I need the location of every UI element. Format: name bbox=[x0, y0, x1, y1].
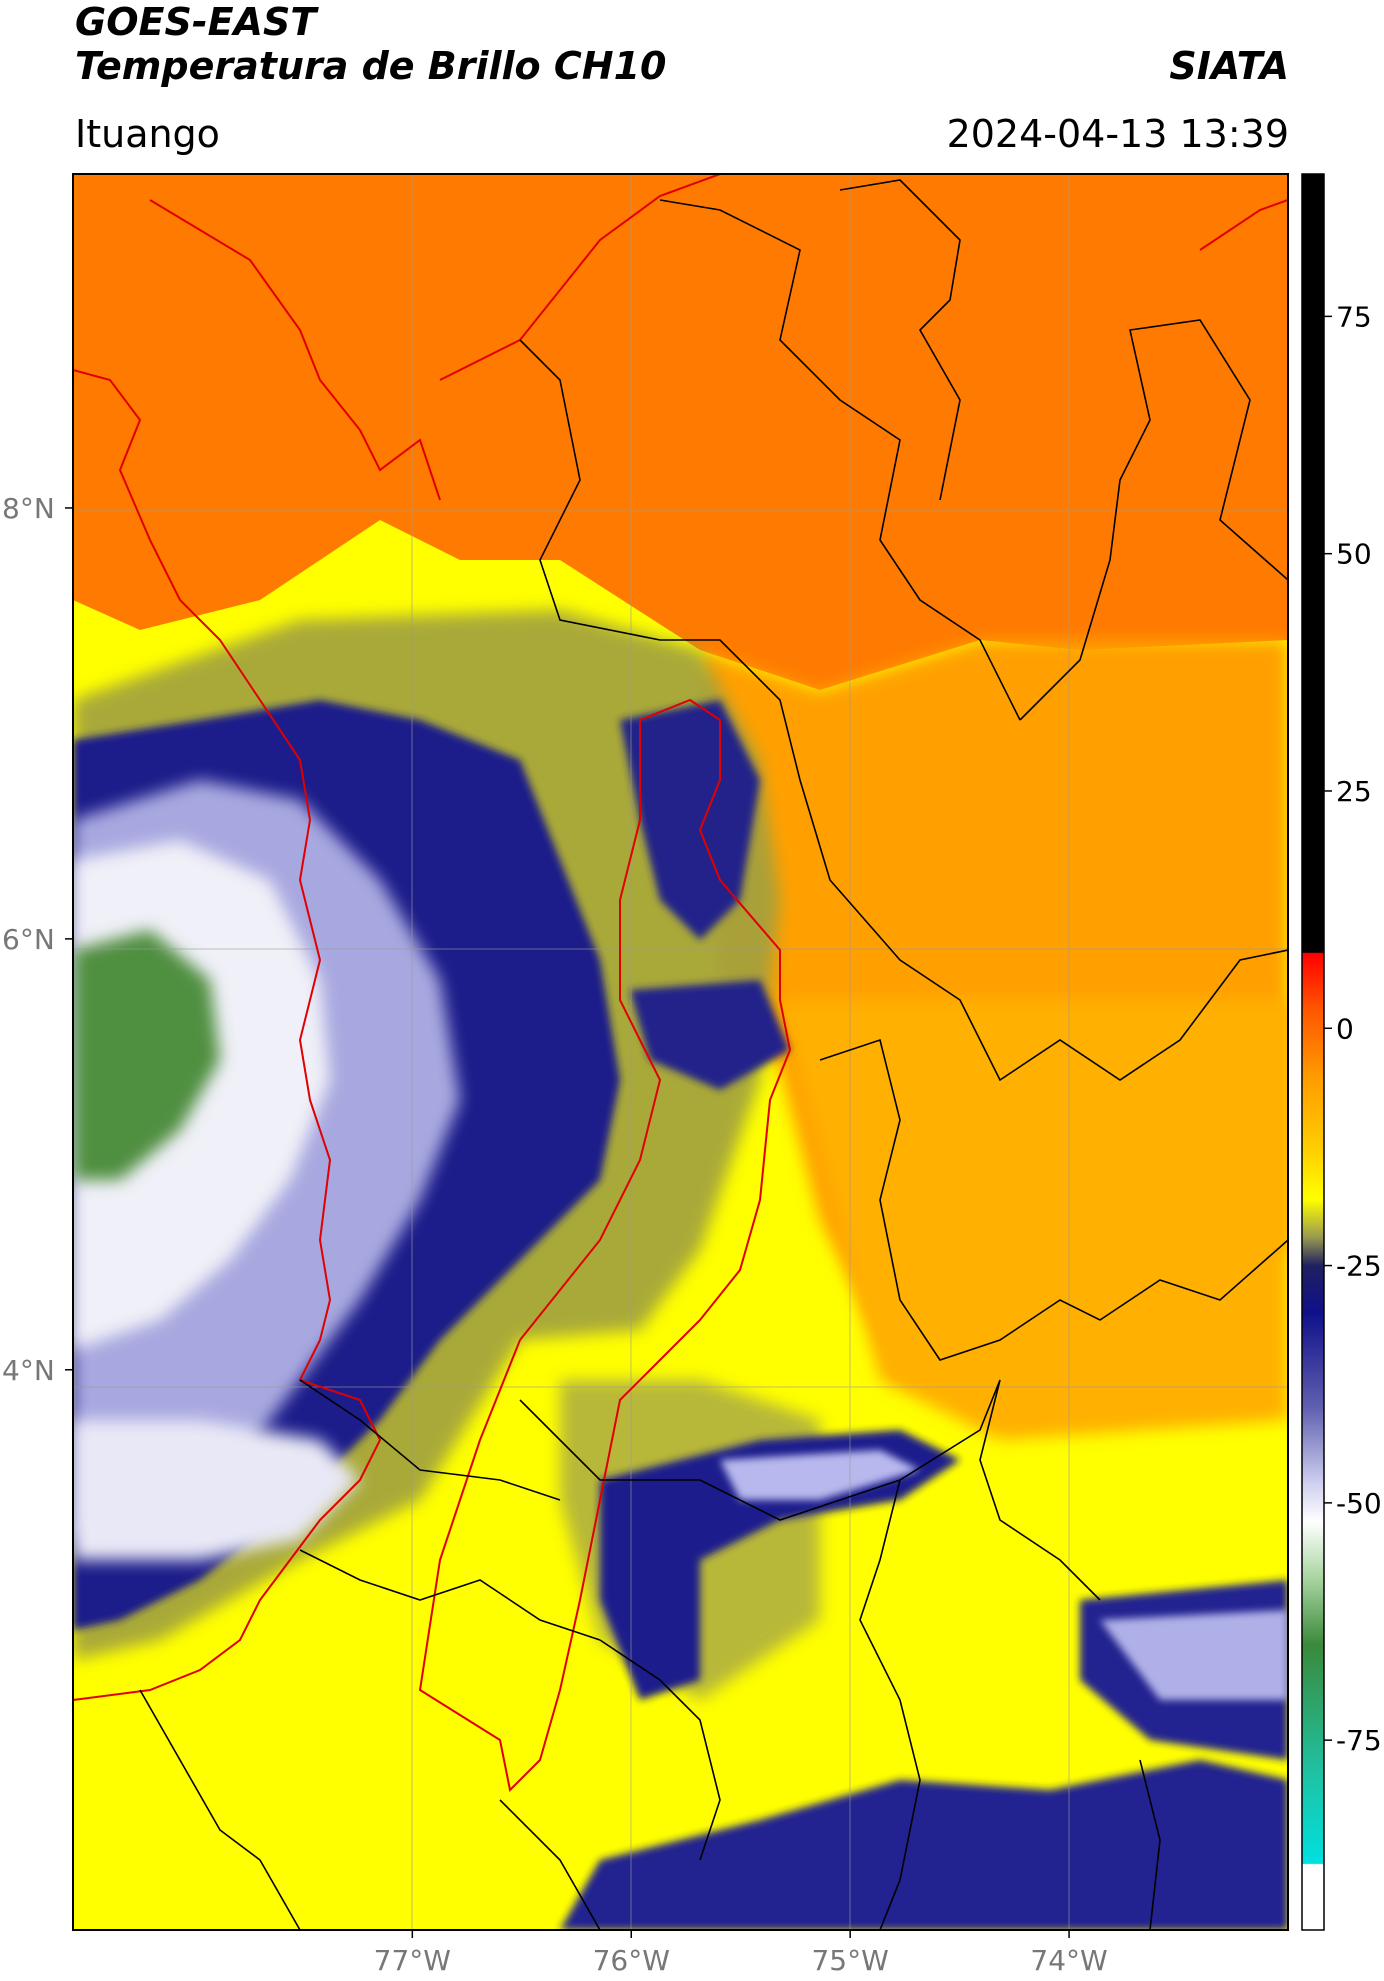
map-panel[interactable] bbox=[73, 174, 1288, 1930]
field-green-west bbox=[73, 930, 220, 1180]
graticule bbox=[73, 174, 1288, 1930]
colorbar-tick-label: -25 bbox=[1336, 1250, 1382, 1283]
coastline-border bbox=[73, 174, 1288, 1701]
field-navy-south bbox=[600, 1430, 960, 1700]
antioquia-outline bbox=[418, 698, 792, 1793]
lat-tick-label: 6°N bbox=[2, 923, 55, 956]
location-label: Ituango bbox=[75, 112, 220, 156]
colorbar-ramp bbox=[1302, 174, 1324, 1930]
department-boundaries bbox=[139, 179, 1288, 1930]
colorbar-tick-label: 50 bbox=[1336, 538, 1372, 571]
colorbar-tick-label: 25 bbox=[1336, 775, 1372, 808]
satellite-title: GOES-EAST bbox=[75, 0, 317, 44]
lon-tick-label: 76°W bbox=[593, 1944, 670, 1977]
colorbar-ticks: 75 50 25 0 -25 -50 -75 bbox=[1324, 300, 1382, 1757]
colorbar: 75 50 25 0 -25 -50 -75 bbox=[1301, 173, 1382, 1931]
map-frame bbox=[72, 173, 1289, 1931]
field-navy-center bbox=[620, 700, 760, 940]
lat-tick-label: 4°N bbox=[2, 1354, 55, 1387]
field-warm-north bbox=[73, 174, 1288, 690]
product-title: Temperatura de Brillo CH10 bbox=[75, 44, 667, 88]
field-navy-center2 bbox=[630, 980, 790, 1090]
lat-tick-label: 8°N bbox=[2, 492, 55, 525]
colorbar-tick-label: 75 bbox=[1336, 300, 1372, 333]
colorbar-tick-label: 0 bbox=[1336, 1012, 1354, 1045]
field-white-sw bbox=[73, 1420, 360, 1560]
lon-tick-label: 75°W bbox=[811, 1944, 888, 1977]
field-navy-bottom bbox=[560, 1760, 1288, 1930]
latitude-labels: 8°N 6°N 4°N bbox=[2, 492, 73, 1387]
lon-tick-label: 74°W bbox=[1030, 1944, 1107, 1977]
field-lavender-se bbox=[1100, 1610, 1288, 1700]
field-orange-east bbox=[780, 1000, 1288, 1440]
field-lavender-south bbox=[720, 1450, 920, 1500]
timestamp-label: 2024-04-13 13:39 bbox=[946, 112, 1289, 156]
organization-label: SIATA bbox=[1169, 44, 1289, 88]
colorbar-tick-label: -75 bbox=[1336, 1724, 1382, 1757]
longitude-labels: 77°W 76°W 75°W 74°W bbox=[374, 1930, 1108, 1977]
lon-tick-label: 77°W bbox=[374, 1944, 451, 1977]
colorbar-frame bbox=[1301, 173, 1325, 1931]
colorbar-tick-label: -50 bbox=[1336, 1487, 1382, 1520]
